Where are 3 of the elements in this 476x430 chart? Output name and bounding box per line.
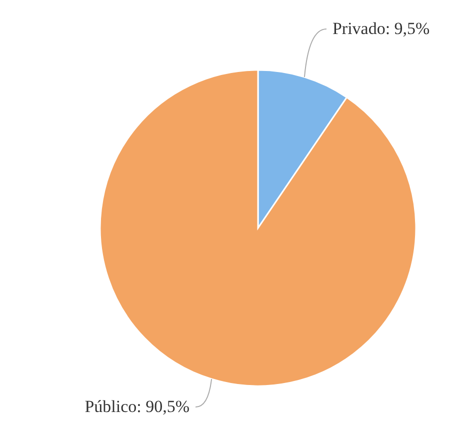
slice-label: Público: 90,5% xyxy=(84,397,190,416)
slice-label: Privado: 9,5% xyxy=(332,18,430,38)
pie-slice xyxy=(99,69,416,387)
